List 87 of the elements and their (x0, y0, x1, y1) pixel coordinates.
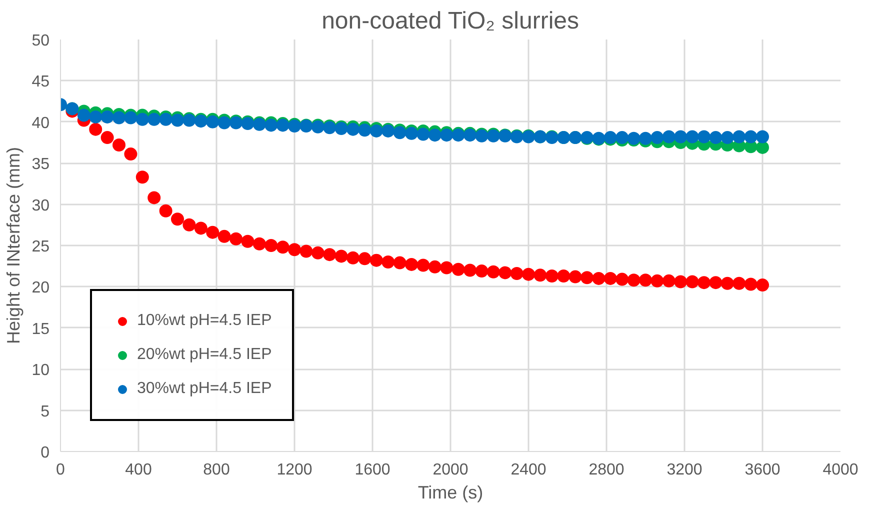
point (252, 237, 266, 250)
y-tick-label: 10 (32, 362, 50, 380)
point (346, 251, 360, 264)
point (639, 274, 652, 287)
x-axis-title: Time (s) (418, 482, 484, 502)
point (218, 230, 231, 243)
point (382, 255, 395, 268)
point (580, 271, 594, 284)
x-tick-label: 1200 (276, 462, 312, 478)
point (674, 275, 688, 288)
point (662, 274, 676, 288)
point (452, 262, 465, 276)
point (709, 276, 722, 290)
y-axis-title: Height of INterface (mm) (4, 146, 24, 344)
point (124, 148, 138, 161)
point (194, 222, 208, 235)
point (756, 278, 769, 292)
x-tick-label: 3600 (744, 462, 780, 478)
point (370, 254, 383, 267)
y-tick-label: 50 (32, 32, 50, 50)
point (230, 232, 242, 246)
point (616, 272, 629, 286)
point (534, 268, 547, 282)
point (334, 250, 348, 263)
y-tick-label: 45 (32, 74, 50, 91)
point (300, 244, 313, 258)
point (89, 122, 102, 136)
y-tick-label: 0 (40, 444, 50, 462)
x-tick-label: 0 (56, 462, 66, 478)
point (510, 267, 524, 280)
point (311, 246, 324, 260)
point (288, 243, 301, 256)
point (498, 266, 512, 280)
point (604, 272, 617, 285)
point (416, 258, 430, 272)
point (182, 218, 196, 232)
point (486, 265, 500, 278)
x-tick-label: 2000 (432, 462, 468, 478)
legend-label: 20%wt pH=4.5 IEP (137, 346, 272, 364)
x-tick-label: 2400 (510, 462, 546, 478)
point (475, 264, 488, 278)
point (522, 268, 535, 281)
point (698, 276, 710, 290)
point (148, 191, 161, 204)
point (732, 276, 746, 290)
point (756, 140, 769, 154)
point (358, 252, 372, 266)
point (136, 170, 149, 184)
legend-label: 10%wt pH=4.5 IEP (137, 312, 272, 330)
point (100, 131, 114, 144)
y-tick-label: 30 (32, 197, 50, 214)
y-tick-label: 5 (40, 403, 50, 420)
x-tick-label: 400 (125, 462, 152, 478)
y-tick-label: 20 (32, 280, 50, 297)
point (568, 270, 582, 284)
x-tick-label: 1600 (354, 462, 390, 478)
x-tick-label: 3200 (666, 462, 702, 478)
point (206, 226, 220, 239)
point (276, 240, 290, 254)
point (241, 234, 254, 248)
y-tick-label: 25 (32, 238, 50, 256)
point (393, 256, 406, 270)
point (650, 274, 664, 288)
legend-label: 30%wt pH=4.5 IEP (137, 380, 272, 398)
point (112, 138, 126, 152)
point (592, 272, 606, 285)
point (428, 260, 442, 274)
y-tick-label: 40 (32, 114, 50, 132)
y-tick-label: 35 (32, 156, 50, 174)
point (627, 274, 640, 287)
point (440, 261, 454, 274)
point (720, 276, 734, 290)
point (686, 275, 699, 288)
point (464, 264, 476, 277)
x-tick-label: 800 (203, 462, 230, 478)
point (323, 248, 336, 262)
point (171, 212, 184, 226)
chart-title: non-coated TiO₂ slurries (322, 8, 580, 34)
point (405, 258, 418, 271)
point (545, 270, 558, 282)
point (264, 239, 278, 252)
point (159, 204, 172, 218)
y-tick-label: 15 (32, 320, 50, 338)
x-tick-label: 2800 (588, 462, 624, 478)
point (557, 270, 570, 282)
point (744, 278, 758, 291)
x-tick-label: 4000 (822, 462, 858, 478)
